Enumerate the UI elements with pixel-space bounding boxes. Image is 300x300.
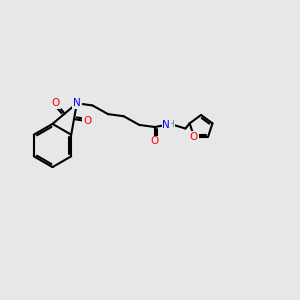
Text: N: N — [73, 98, 81, 108]
Text: O: O — [83, 116, 92, 126]
Text: N: N — [162, 120, 170, 130]
Text: O: O — [190, 132, 198, 142]
Text: O: O — [151, 136, 159, 146]
Text: O: O — [52, 98, 60, 108]
Text: H: H — [167, 119, 174, 128]
